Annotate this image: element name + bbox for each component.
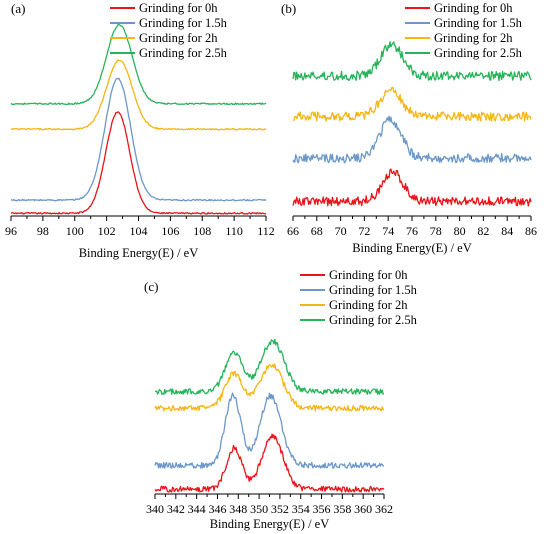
- chart-a-x-tick-label: 108: [193, 224, 211, 238]
- chart-c-series-3-line: [154, 338, 385, 396]
- chart-a-legend-label: Grinding for 0h: [139, 1, 218, 15]
- chart-b-series-1-line: [292, 115, 532, 164]
- chart-a-x-tick-label: 98: [37, 224, 49, 238]
- chart-b-x-axis-title: Binding Energy(E) / eV: [352, 241, 472, 255]
- chart-c-legend-label: Grinding for 2h: [329, 298, 408, 312]
- chart-b-x-tick-label: 86: [525, 224, 537, 238]
- chart-b-legend-label: Grinding for 0h: [434, 1, 513, 15]
- chart-b-x-tick-label: 76: [406, 224, 418, 238]
- chart-c-series-1-line: [154, 392, 385, 469]
- chart-c-x-tick-label: 362: [375, 502, 393, 516]
- chart-c-legend-label: Grinding for 2.5h: [329, 313, 418, 327]
- chart-b-legend-label: Grinding for 1.5h: [434, 16, 523, 30]
- chart-a-series-2-line: [10, 59, 267, 131]
- chart-a-x-tick-label: 96: [5, 224, 17, 238]
- chart-a-series-0-line: [10, 111, 267, 215]
- chart-c-x-tick-label: 360: [354, 502, 372, 516]
- chart-b-x-tick-label: 72: [358, 224, 370, 238]
- chart-c-x-tick-label: 354: [292, 502, 310, 516]
- chart-a-x-axis-title: Binding Energy(E) / eV: [79, 246, 199, 260]
- chart-c-x-tick-label: 340: [146, 502, 164, 516]
- chart-c-x-tick-label: 350: [250, 502, 268, 516]
- chart-c-series-2-line: [154, 363, 385, 412]
- chart-a-series-1-line: [10, 77, 267, 202]
- chart-c-panel-label: (c): [144, 279, 158, 294]
- chart-b-series-3-line: [292, 41, 532, 82]
- chart-a-panel-label: (a): [11, 1, 25, 16]
- chart-a-legend-label: Grinding for 1.5h: [139, 16, 228, 30]
- chart-a-series-3-line: [10, 23, 267, 106]
- chart-c-x-tick-label: 348: [229, 502, 247, 516]
- chart-a-legend-label: Grinding for 2.5h: [139, 46, 228, 60]
- chart-c-x-tick-label: 344: [188, 502, 206, 516]
- chart-b-x-tick-label: 84: [501, 224, 513, 238]
- chart-a-x-tick-label: 104: [130, 224, 148, 238]
- chart-c-x-tick-label: 342: [167, 502, 185, 516]
- chart-b-x-tick-label: 74: [382, 224, 394, 238]
- chart-c-series-0-line: [154, 433, 385, 493]
- chart-c-legend-label: Grinding for 1.5h: [329, 283, 418, 297]
- chart-b-x-tick-label: 70: [335, 224, 347, 238]
- chart-c-x-tick-label: 358: [333, 502, 351, 516]
- chart-c-legend-label: Grinding for 0h: [329, 268, 408, 282]
- chart-b-legend-label: Grinding for 2.5h: [434, 46, 523, 60]
- chart-b-x-tick-label: 80: [454, 224, 466, 238]
- chart-b-x-tick-label: 68: [311, 224, 323, 238]
- chart-c-x-axis-title: Binding Energy(E) / eV: [210, 517, 330, 531]
- chart-a-x-tick-label: 110: [225, 224, 243, 238]
- chart-b-series-0-line: [292, 168, 532, 207]
- chart-a-x-tick-label: 106: [161, 224, 179, 238]
- chart-a-x-tick-label: 102: [98, 224, 116, 238]
- chart-b-panel-label: (b): [281, 1, 296, 16]
- chart-a-legend-label: Grinding for 2h: [139, 31, 218, 45]
- chart-b-x-tick-label: 66: [287, 224, 299, 238]
- chart-c-x-tick-label: 346: [208, 502, 226, 516]
- chart-b-x-tick-label: 82: [477, 224, 489, 238]
- chart-c-x-tick-label: 352: [271, 502, 289, 516]
- chart-a-x-tick-label: 112: [257, 224, 275, 238]
- chart-b-legend-label: Grinding for 2h: [434, 31, 513, 45]
- chart-a-x-tick-label: 100: [66, 224, 84, 238]
- chart-b-series-2-line: [292, 86, 532, 122]
- chart-b-x-tick-label: 78: [430, 224, 442, 238]
- chart-c-x-tick-label: 356: [313, 502, 331, 516]
